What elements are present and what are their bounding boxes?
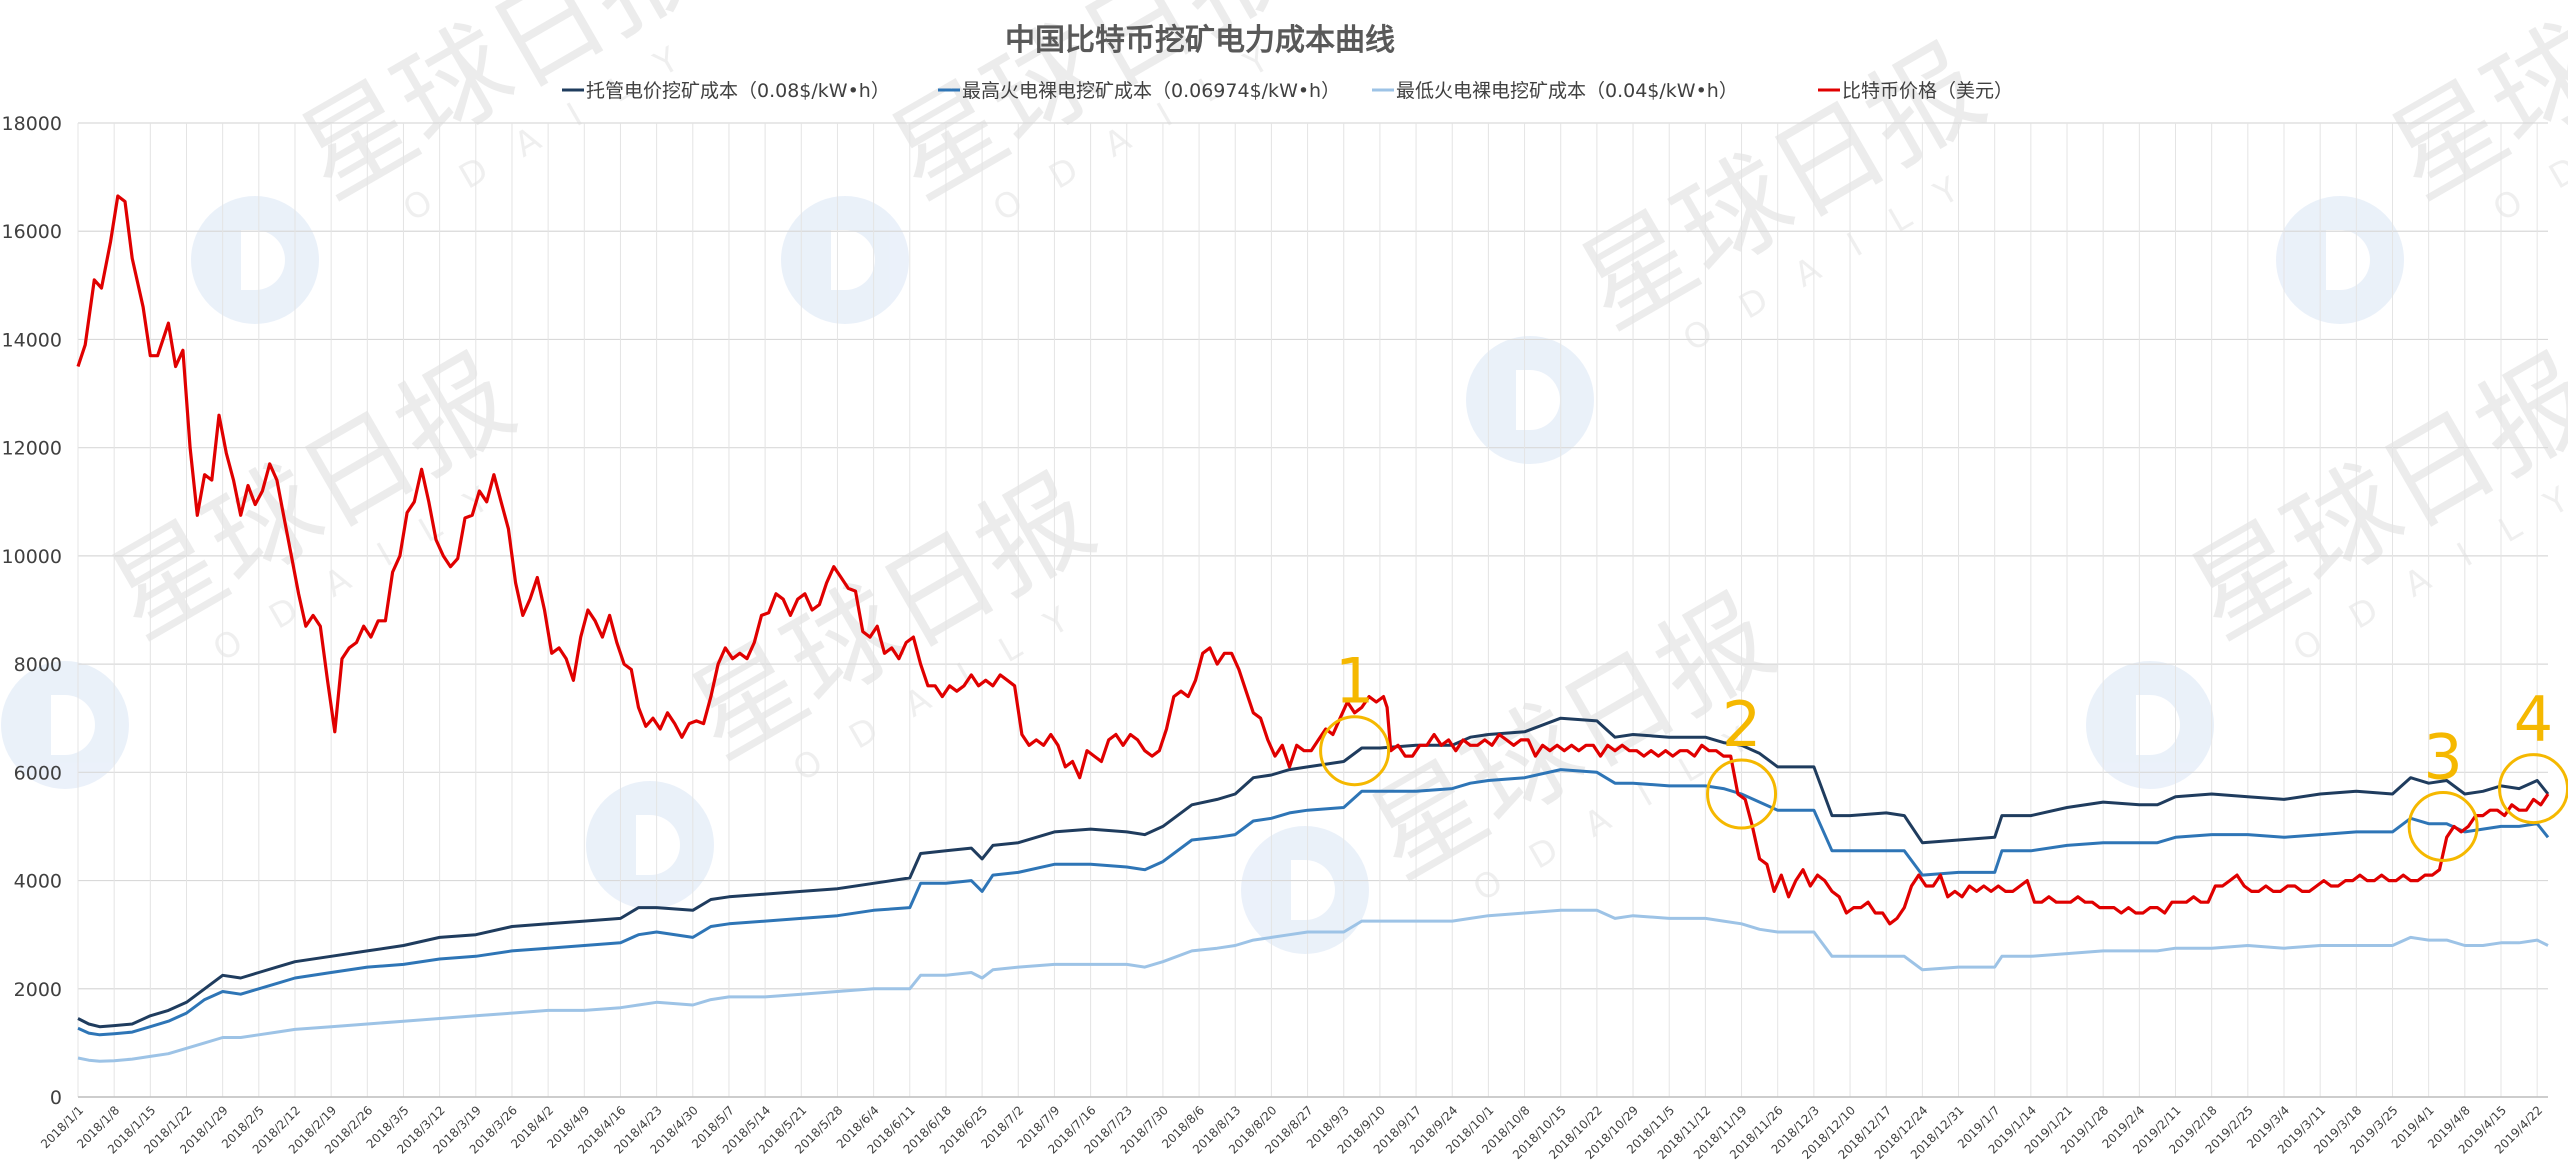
watermark-logo-mark [241,230,285,290]
annotation-layer: 1 2 34 [1319,645,2568,862]
y-tick-label: 6000 [14,762,62,784]
watermark-logo-mark [636,815,680,875]
annotation-label: 2 [1722,688,1761,761]
series-line-1 [77,716,2550,1029]
watermark-logo-mark [51,695,95,755]
watermark-logo [586,781,714,909]
watermark-logo-circle [1466,336,1594,464]
watermark-logo [2086,661,2214,789]
watermark-logo [1466,336,1594,464]
annotation-circle [1706,758,1778,830]
y-tick-label: 14000 [2,329,62,351]
annotation-label: 4 [2514,683,2553,756]
watermark-logo-circle [586,781,714,909]
watermark-logo-mark [831,230,875,290]
legend-label: 比特币价格（美元） [1842,80,2013,102]
annotation-label: 3 [2423,720,2462,793]
watermark-logo-circle [781,196,909,324]
series-layer [76,194,2550,1063]
watermark-logo-mark [1291,860,1335,920]
annotation-label: 1 [1335,645,1374,718]
y-axis-ticks: 0 2000 4000 6000 8000 10000 12000 14000 16000 180… [2,113,62,1109]
watermark-logo [191,196,319,324]
watermark-logo-mark [2326,230,2370,290]
series-line-3 [77,908,2549,1063]
watermark-logo-circle [1241,826,1369,954]
legend-label: 托管电价挖矿成本（0.08$/kW•h） [586,80,890,102]
watermark-logo-circle [1,661,129,789]
watermark-logo [1241,826,1369,954]
watermark-logo-mark [1516,370,1560,430]
y-tick-label: 10000 [2,546,62,568]
y-tick-label: 2000 [14,979,62,1001]
annotation-circle [2407,790,2479,862]
watermark-logo-circle [2086,661,2214,789]
watermark-logo [1,661,129,789]
watermark-logo [781,196,909,324]
legend: 托管电价挖矿成本（0.08$/kW•h） 最高火电裸电挖矿成本（0.06974$/… [562,80,2013,102]
y-tick-label: 18000 [2,113,62,135]
watermark-logo-mark [2136,695,2180,755]
y-tick-label: 8000 [14,654,62,676]
series-line-4 [76,194,2550,926]
y-tick-label: 16000 [2,221,62,243]
series-line-2 [77,768,2550,1037]
legend-label: 最低火电裸电挖矿成本（0.04$/kW•h） [1396,80,1738,102]
gridlines [77,122,2548,1098]
y-tick-label: 12000 [2,438,62,460]
annotation-circle [1319,715,1391,787]
legend-label: 最高火电裸电挖矿成本（0.06974$/kW•h） [962,80,1340,102]
watermark-logo-circle [2276,196,2404,324]
chart-title: 中国比特币挖矿电力成本曲线 [1005,23,1395,58]
watermark-logo [2276,196,2404,324]
y-tick-label: 0 [50,1087,62,1109]
y-tick-label: 4000 [14,871,62,893]
